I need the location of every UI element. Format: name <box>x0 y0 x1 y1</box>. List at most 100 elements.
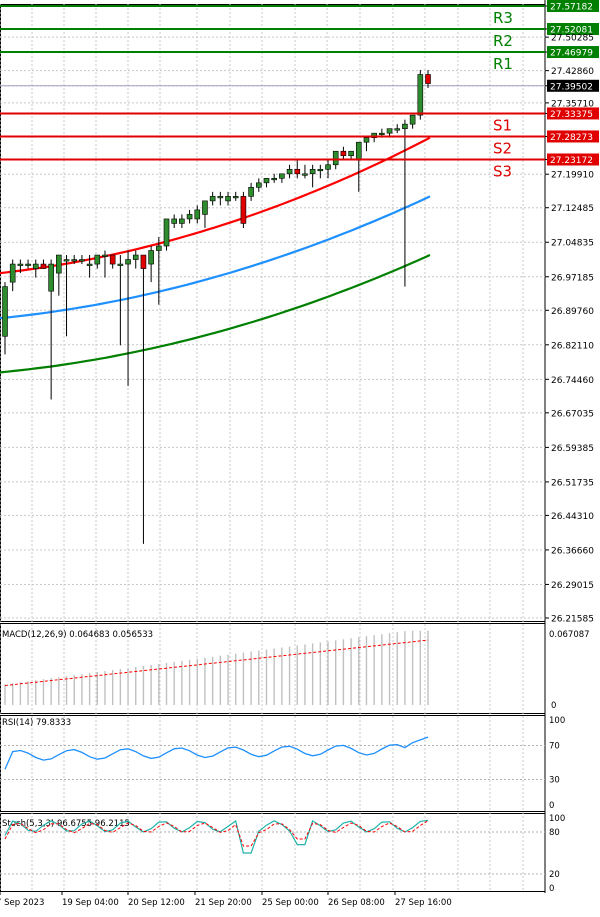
candle <box>209 191 216 206</box>
price-axis-label: 27.04835 <box>551 239 594 249</box>
support-resistance-levels: R3 R2 R1 S1 S2 S3 <box>0 4 545 180</box>
candle <box>9 259 16 292</box>
candle-body <box>32 263 39 269</box>
price-axis-label: 26.29015 <box>551 581 594 591</box>
candle-body <box>363 137 370 143</box>
candle <box>402 119 408 287</box>
time-axis-label: 7 Sep 2023 <box>0 898 44 908</box>
rsi-axis-label: 70 <box>549 742 560 752</box>
candle-body <box>102 254 108 257</box>
candle-body <box>156 245 162 251</box>
candle-body <box>140 254 147 269</box>
price-axis-label: 27.57182 <box>550 2 593 12</box>
time-axis: 7 Sep 2023 19 Sep 04:00 20 Sep 12:00 21 Sep… <box>0 891 452 908</box>
time-axis-label: 21 Sep 20:00 <box>195 898 252 908</box>
macd-axis-label: 0.067087 <box>549 630 590 640</box>
candle <box>325 160 331 179</box>
candle <box>102 250 108 278</box>
price-axis-label: 27.23172 <box>550 156 593 166</box>
price-axis-label: 27.50285 <box>551 34 594 44</box>
moving-average-line <box>0 253 431 374</box>
candle-body <box>63 259 70 262</box>
candle <box>140 254 147 544</box>
macd-signal-line <box>4 639 429 686</box>
candle <box>240 191 247 228</box>
candle-body <box>240 196 247 224</box>
price-axis-label: 26.67035 <box>551 409 594 419</box>
price-axis-label: 26.74460 <box>551 376 594 386</box>
time-axis-label: 27 Sep 16:00 <box>395 898 452 908</box>
price-label-bg <box>547 79 599 92</box>
price-axis-label: 27.42860 <box>551 67 594 77</box>
macd-legend: MACD(12,26,9) 0.064683 0.056533 <box>2 630 153 640</box>
candle <box>171 214 177 228</box>
candle-body <box>79 259 85 262</box>
candle <box>2 282 8 355</box>
level-label-s1: S1 <box>493 116 512 134</box>
candle <box>294 160 301 179</box>
price-axis-label: 27.19910 <box>551 171 594 181</box>
candle-body <box>117 263 124 266</box>
candle <box>25 259 31 269</box>
candle <box>163 218 170 251</box>
rsi-line <box>4 736 429 770</box>
candle-body <box>286 168 293 175</box>
stoch-axis-label: 100 <box>549 814 565 824</box>
candle-body <box>225 196 231 202</box>
candle <box>263 178 270 188</box>
candle <box>302 164 308 179</box>
candle-body <box>425 74 431 84</box>
candle <box>156 236 162 305</box>
candle <box>363 137 370 152</box>
candle <box>255 178 262 192</box>
candle <box>317 164 324 179</box>
candle <box>56 254 62 296</box>
candle <box>286 164 293 179</box>
moving-average-line <box>0 195 431 320</box>
price-axis-label: 27.39502 <box>550 82 593 92</box>
candle-body <box>309 168 316 175</box>
stoch-axis-label: 20 <box>549 870 560 880</box>
candle-body <box>25 263 31 266</box>
candle-body <box>386 128 393 134</box>
price-axis-label: 27.12485 <box>551 204 594 214</box>
candle <box>40 259 47 269</box>
rsi-legend: RSI(14) 79.8333 <box>2 718 71 728</box>
candle <box>425 69 431 89</box>
candle-body <box>302 173 308 176</box>
price-axis-label: 26.82110 <box>551 341 594 351</box>
candle <box>355 141 362 192</box>
candle-body <box>340 150 347 157</box>
price-axis-label: 27.46979 <box>550 49 593 59</box>
candle-body <box>125 259 131 265</box>
candle <box>186 209 193 224</box>
candle <box>63 255 70 337</box>
candle-body <box>209 196 216 202</box>
stoch-main-line <box>4 819 429 854</box>
candle-body <box>371 132 377 138</box>
candle <box>394 124 401 134</box>
candle <box>179 214 185 228</box>
price-axis-label: 26.97185 <box>551 273 594 283</box>
price-label-bg <box>547 130 599 143</box>
candle-body <box>132 254 139 260</box>
candle-body <box>402 123 408 129</box>
candle <box>232 191 239 201</box>
candle-body <box>279 173 285 179</box>
candle-body <box>86 263 93 266</box>
time-axis-label: 25 Sep 00:00 <box>262 898 319 908</box>
candle-body <box>94 254 101 265</box>
price-label-bg <box>547 0 599 12</box>
candle-body <box>40 263 47 269</box>
candle-body <box>48 263 54 292</box>
candle <box>17 259 24 274</box>
panel-frame <box>0 4 546 622</box>
candle <box>109 254 116 269</box>
stoch-axis-label: 80 <box>549 828 560 838</box>
price-label-bg <box>547 153 599 166</box>
candle <box>71 255 78 265</box>
candle-body <box>348 150 354 157</box>
grid <box>0 0 546 893</box>
